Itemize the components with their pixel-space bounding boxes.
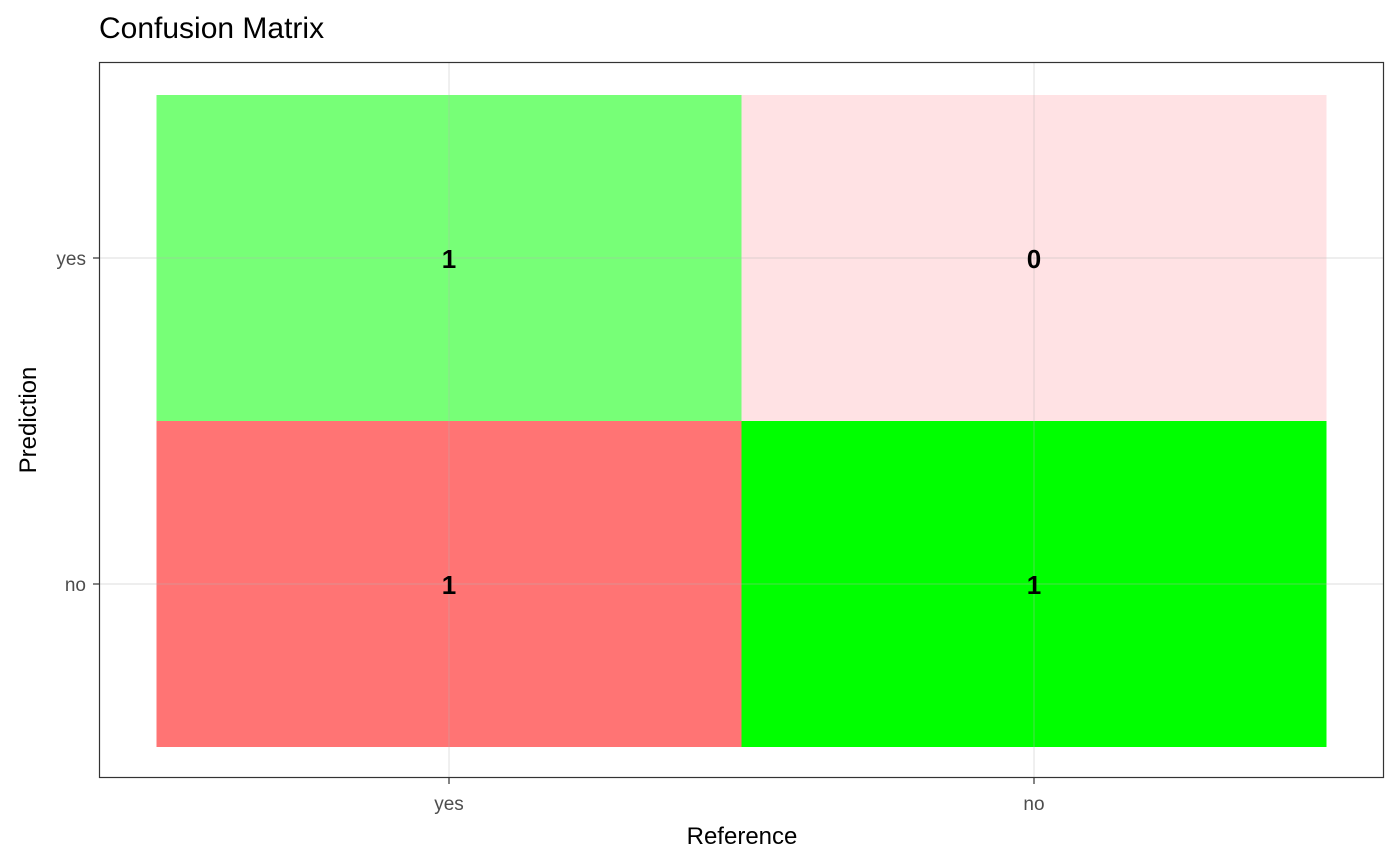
y-tick-label: yes: [56, 249, 86, 270]
cell-yes-yes: [156, 95, 742, 421]
cell-no-no: [741, 421, 1327, 747]
x-tick-label: no: [1023, 794, 1044, 815]
panel-border: [98, 61, 1385, 779]
cell-value-label: 1: [442, 244, 456, 274]
cells-layer: [156, 95, 1327, 747]
x-axis-title: Reference: [687, 823, 798, 850]
y-tick-label: no: [65, 575, 86, 596]
axes-layer: yes no yes no: [56, 249, 1044, 815]
chart-title: Confusion Matrix: [99, 12, 325, 45]
cell-no-yes: [156, 421, 742, 747]
grid-layer: [100, 63, 1383, 777]
labels-layer: 1 0 1 1: [442, 244, 1041, 600]
cell-value-label: 0: [1027, 244, 1041, 274]
x-tick-label: yes: [434, 794, 464, 815]
cell-value-label: 1: [442, 570, 456, 600]
cell-value-label: 1: [1027, 570, 1041, 600]
cell-yes-no: [741, 95, 1327, 421]
y-axis-title: Prediction: [15, 367, 42, 474]
